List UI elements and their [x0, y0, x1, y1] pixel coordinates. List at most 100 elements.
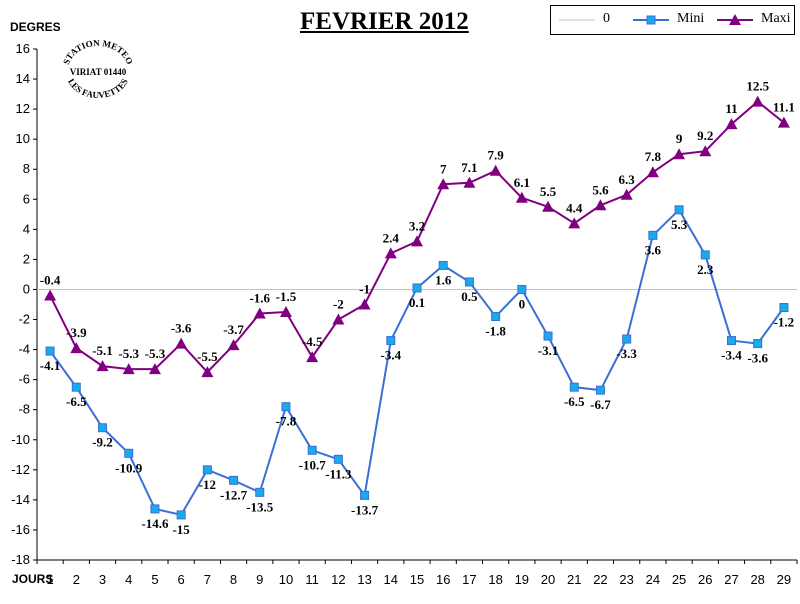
y-tick-label: 16: [16, 41, 30, 56]
maxi-point: [751, 95, 764, 107]
y-tick-label: -6: [18, 372, 30, 387]
legend-item-zero: 0: [557, 11, 627, 29]
mini-point: [491, 312, 501, 322]
data-labels-layer: -4.1 -6.5 -9.2-10.9 -14.6 -15 -12 -12.7-13.5 -7…: [40, 79, 795, 537]
mini-data-label: -3.1: [538, 343, 559, 358]
mini-point: [333, 454, 343, 464]
mini-point: [45, 346, 55, 356]
x-tick-label: 23: [619, 572, 633, 587]
maxi-point: [594, 199, 607, 211]
x-tick-label: 20: [541, 572, 555, 587]
x-tick-label: 21: [567, 572, 581, 587]
y-tick-label: -10: [11, 432, 30, 447]
mini-data-label: 5.3: [671, 217, 688, 232]
maxi-point: [515, 191, 528, 203]
mini-data-label: -1.8: [485, 324, 506, 339]
mini-point: [464, 277, 474, 287]
mini-data-label: -6.5: [66, 394, 87, 409]
mini-data-label: -3.4: [380, 348, 401, 363]
mini-point: [360, 490, 370, 500]
maxi-data-label: 7.1: [461, 160, 477, 175]
maxi-point: [725, 118, 738, 130]
legend-item-maxi: Maxi: [715, 11, 793, 29]
x-tick-label: 9: [256, 572, 263, 587]
maxi-data-label: -5.1: [92, 343, 113, 358]
mini-data-label: -10.7: [299, 457, 327, 472]
mini-data-label: -10.9: [115, 460, 143, 475]
maxi-data-label: -5.5: [197, 349, 218, 364]
stamp-line-middle: VIRIAT 01440: [70, 67, 127, 77]
mini-point: [255, 487, 265, 497]
x-tick-label: 25: [672, 572, 686, 587]
maxi-point: [279, 306, 292, 318]
y-tick-label: -14: [11, 492, 30, 507]
chart-title: FEVRIER 2012: [300, 8, 469, 35]
maxi-data-label: -2: [333, 297, 344, 312]
maxi-data-label: 7: [440, 161, 447, 176]
mini-point: [202, 465, 212, 475]
maxi-data-label: 6.1: [514, 175, 530, 190]
mini-point: [726, 336, 736, 346]
mini-data-label: -11.3: [325, 466, 352, 481]
mini-point: [569, 382, 579, 392]
maxi-data-label: -5.3: [118, 346, 139, 361]
mini-data-label: -3.4: [721, 348, 742, 363]
x-tick-label: 3: [99, 572, 106, 587]
y-tick-label: 14: [16, 71, 30, 86]
mini-data-label: -13.7: [351, 502, 379, 517]
maxi-data-label: -0.4: [40, 272, 61, 287]
maxi-point: [646, 166, 659, 178]
maxi-point: [253, 307, 266, 319]
legend-zero-line-swatch: [559, 19, 595, 21]
mini-data-label: -7.8: [276, 414, 297, 429]
maxi-point: [96, 360, 109, 372]
maxi-data-label: 11: [725, 101, 737, 116]
maxi-data-label: -1: [359, 282, 370, 297]
maxi-point: [44, 289, 57, 301]
mini-data-label: 0.1: [409, 295, 425, 310]
maxi-point: [175, 337, 188, 349]
maxi-data-label: 9.2: [697, 128, 713, 143]
mini-data-label: -9.2: [92, 435, 113, 450]
stamp-line-top: STATION METEO: [61, 38, 135, 66]
mini-data-label: -15: [172, 522, 190, 537]
maxi-data-label: -3.9: [66, 325, 87, 340]
maxi-data-label: -3.6: [171, 321, 192, 336]
svg-text:STATION METEO: STATION METEO: [61, 40, 135, 66]
y-tick-label: -12: [11, 462, 30, 477]
series-maxi: [44, 95, 790, 378]
maxi-point: [542, 200, 555, 212]
maxi-point: [489, 164, 502, 176]
mini-point: [386, 336, 396, 346]
x-tick-label: 14: [384, 572, 398, 587]
maxi-data-label: 3.2: [409, 218, 425, 233]
legend: 0 Mini Maxi: [550, 5, 795, 35]
mini-point: [674, 205, 684, 215]
series-mini: [45, 205, 789, 520]
mini-data-label: -3.3: [616, 346, 637, 361]
mini-point: [124, 448, 134, 458]
maxi-point: [70, 342, 83, 354]
maxi-data-label: 9: [676, 131, 683, 146]
x-axis-label: JOURS: [12, 572, 54, 586]
x-tick-label: 5: [151, 572, 158, 587]
legend-maxi-swatch: [717, 14, 753, 25]
station-stamp-logo: STATION METEO VIRIAT 01440 LES FAUVETTES: [58, 38, 138, 102]
series-line-mini: [49, 208, 785, 517]
y-tick-label: -2: [18, 312, 30, 327]
maxi-point: [358, 298, 371, 310]
mini-point: [307, 445, 317, 455]
y-axis-label: DEGRES: [10, 20, 61, 34]
maxi-point: [148, 363, 161, 375]
x-tick-label: 18: [488, 572, 502, 587]
mini-data-label: -13.5: [246, 499, 274, 514]
mini-point: [412, 283, 422, 293]
mini-data-label: -14.6: [141, 516, 169, 531]
series-layer: [44, 95, 790, 520]
mini-data-label: 0.5: [461, 289, 478, 304]
maxi-point: [332, 313, 345, 325]
maxi-point: [122, 363, 135, 375]
x-tick-label: 26: [698, 572, 712, 587]
legend-label-maxi: Maxi: [761, 11, 791, 26]
